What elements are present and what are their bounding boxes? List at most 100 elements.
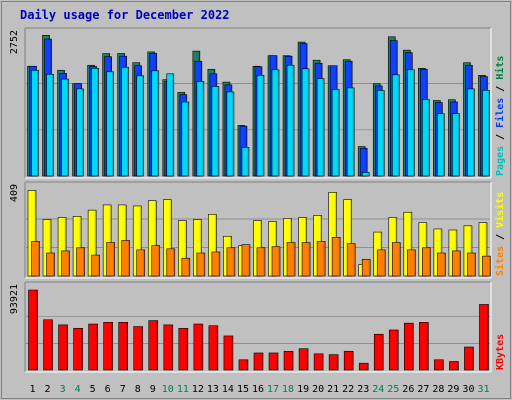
bar-sites-day-19 (301, 242, 311, 277)
bar-pages-day-2 (46, 74, 54, 177)
bar-kbytes-day-2 (43, 319, 53, 371)
bar-sites-day-11 (181, 257, 191, 277)
day-7-hits-files-pages (117, 53, 129, 177)
bar-kbytes-day-11 (178, 327, 189, 371)
day-29-kbytes (449, 361, 459, 371)
bar-kbytes-day-14 (223, 335, 234, 371)
y-max-label-kbytes: 93921 (9, 284, 20, 314)
day-30-hits-files-pages (463, 62, 475, 177)
day-18-visits-sites (283, 218, 296, 277)
bar-kbytes-day-17 (268, 352, 279, 371)
bar-pages-day-24 (376, 90, 385, 177)
day-26-visits-sites (403, 211, 416, 277)
day-8-kbytes (133, 326, 144, 371)
x-tick-label-day-10: 10 (162, 384, 174, 395)
panel-visits-sites: 409 Sites / Visits (9, 181, 506, 279)
bar-sites-day-1 (31, 241, 40, 277)
legend-separator: / (495, 80, 506, 98)
bar-kbytes-day-26 (404, 322, 414, 371)
day-1-hits-files-pages (27, 65, 39, 177)
bar-pages-day-1 (31, 69, 39, 177)
day-27-visits-sites (418, 222, 431, 277)
panel-hits-files-pages: 2752 Pages / Files / Hits (9, 27, 506, 179)
day-9-hits-files-pages (147, 51, 160, 177)
x-tick-label-day-22: 22 (342, 384, 354, 395)
day-2-kbytes (43, 319, 53, 371)
legend-item-files: Files (494, 98, 506, 128)
bar-pages-day-31 (482, 90, 490, 177)
bar-kbytes-day-20 (313, 353, 324, 371)
x-tick-label-day-13: 13 (207, 384, 219, 395)
legend-item-sites: Sites (494, 246, 506, 276)
bar-sites-day-14 (226, 247, 236, 277)
y-max-label-visits-sites: 409 (9, 184, 20, 202)
day-21-kbytes (328, 354, 339, 371)
legend-item-visits: Visits (494, 192, 506, 228)
bar-kbytes-day-19 (298, 348, 309, 371)
x-tick-label-day-14: 14 (222, 384, 234, 395)
bar-kbytes-day-25 (388, 329, 399, 371)
legend-separator: / (495, 128, 506, 146)
day-11-hits-files-pages (177, 92, 190, 177)
day-20-kbytes (313, 353, 324, 371)
day-31-hits-files-pages (478, 75, 490, 177)
x-tick-label-day-27: 27 (417, 384, 429, 395)
day-18-hits-files-pages (282, 55, 295, 177)
bar-sites-day-23 (361, 258, 371, 277)
bar-kbytes-day-23 (358, 362, 369, 371)
bar-sites-day-18 (286, 242, 296, 277)
bar-pages-day-6 (106, 71, 114, 177)
bars-visits-sites (27, 190, 491, 277)
bar-sites-day-16 (256, 247, 266, 277)
day-29-hits-files-pages (448, 99, 460, 177)
day-15-kbytes (238, 359, 249, 371)
bar-sites-day-28 (437, 252, 446, 277)
day-27-kbytes (419, 322, 429, 371)
bar-sites-day-3 (61, 250, 70, 277)
day-28-kbytes (434, 359, 444, 371)
day-16-hits-files-pages (252, 65, 265, 177)
chart-panels: 2752 Pages / Files / Hits 409 Sites / Visit… (9, 27, 506, 373)
bar-pages-day-12 (196, 81, 205, 177)
legend-item-hits: Hits (494, 56, 506, 80)
x-tick-label-day-12: 12 (192, 384, 204, 395)
day-19-visits-sites (298, 217, 311, 277)
bar-pages-day-20 (316, 78, 325, 177)
bar-pages-day-9 (151, 70, 160, 177)
day-4-visits-sites (72, 216, 85, 277)
day-29-visits-sites (448, 229, 461, 277)
bar-pages-day-21 (331, 89, 340, 177)
bar-kbytes-day-27 (419, 322, 429, 371)
legend-item-pages: Pages (495, 146, 506, 176)
bar-pages-day-3 (61, 78, 69, 177)
legend-item-kbytes: KBytes (495, 334, 506, 370)
bar-pages-day-22 (346, 87, 355, 177)
day-9-visits-sites (147, 200, 161, 277)
x-tick-label-day-16: 16 (252, 384, 264, 395)
day-17-hits-files-pages (267, 55, 280, 177)
day-26-kbytes (404, 322, 414, 371)
day-3-hits-files-pages (57, 69, 69, 177)
x-tick-label-day-28: 28 (432, 384, 444, 395)
day-5-visits-sites (87, 209, 100, 277)
x-tick-label-day-2: 2 (45, 384, 51, 395)
x-tick-label-day-1: 1 (30, 384, 36, 395)
day-28-visits-sites (433, 228, 446, 277)
day-28-hits-files-pages (433, 100, 445, 177)
day-12-kbytes (193, 323, 204, 371)
day-10-visits-sites (162, 199, 176, 277)
day-5-hits-files-pages (87, 64, 99, 177)
day-21-visits-sites (328, 192, 341, 277)
day-6-hits-files-pages (102, 53, 114, 177)
bar-kbytes-day-28 (434, 359, 444, 371)
day-31-kbytes (479, 304, 489, 371)
bar-pages-day-14 (226, 91, 235, 177)
x-tick-label-day-5: 5 (90, 384, 96, 395)
bar-sites-day-2 (46, 252, 55, 277)
bar-kbytes-day-7 (118, 322, 128, 371)
x-tick-label-day-29: 29 (447, 384, 459, 395)
x-tick-label-day-19: 19 (297, 384, 309, 395)
day-3-kbytes (58, 324, 68, 371)
day-23-kbytes (358, 362, 369, 371)
